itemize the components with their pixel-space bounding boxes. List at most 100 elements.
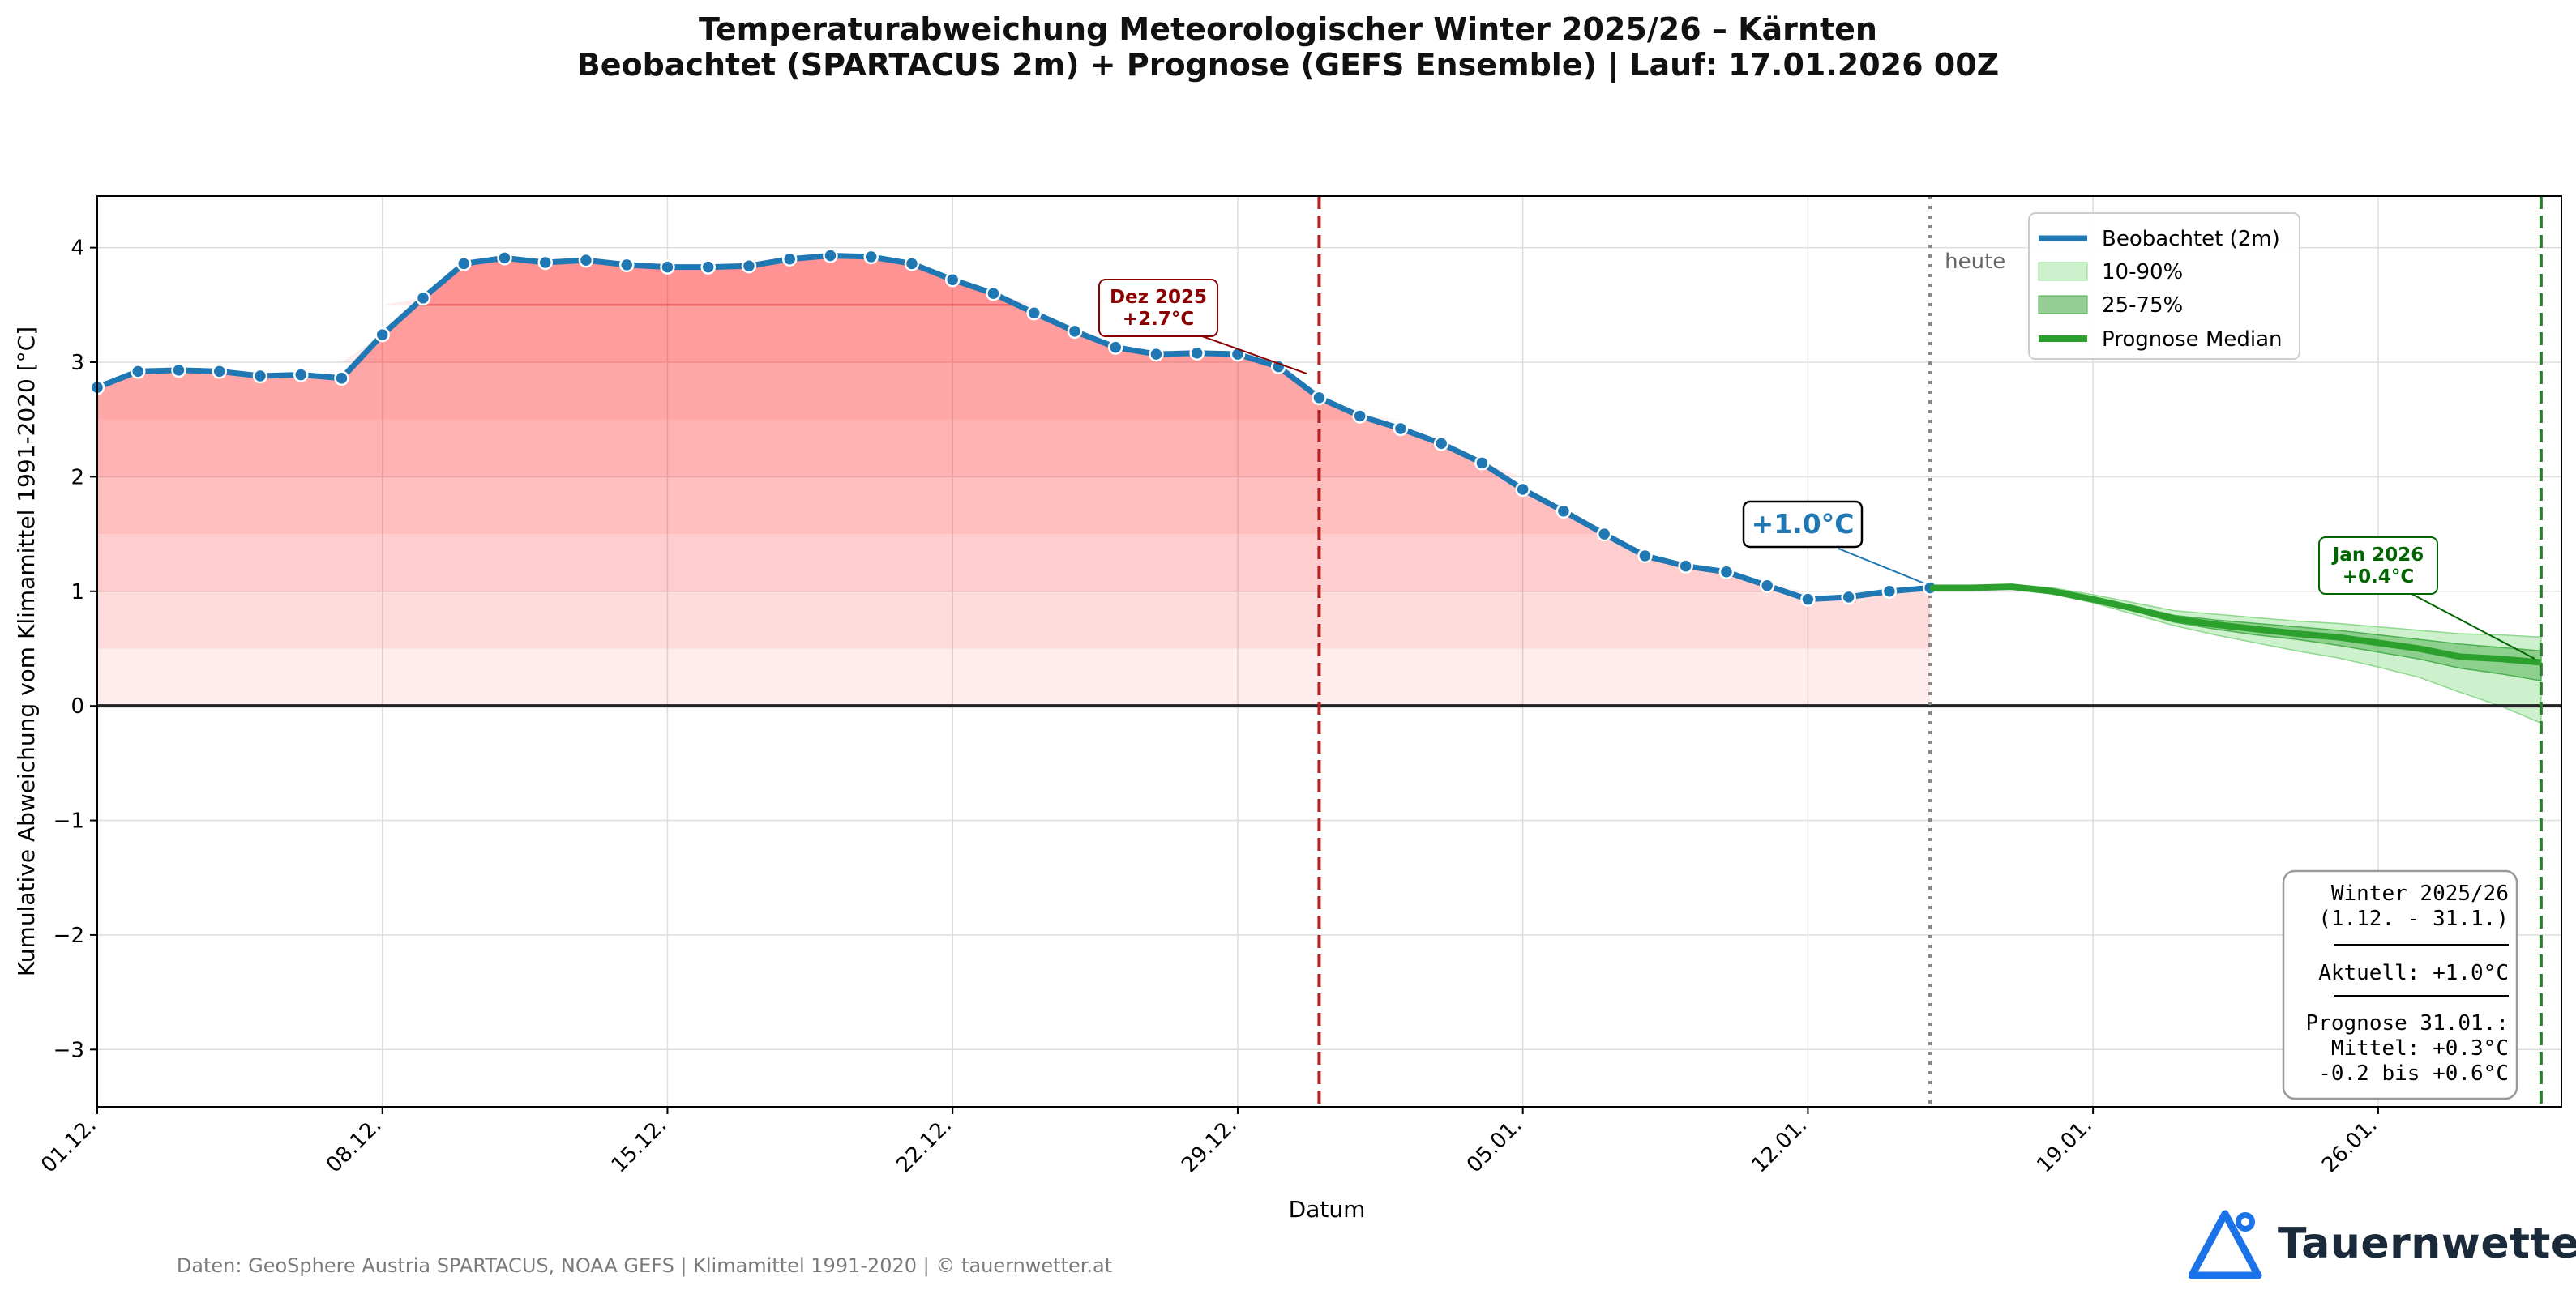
summary-line: Mittel: +0.3°C [2331, 1036, 2509, 1061]
warm-fill-group [97, 255, 1931, 707]
observed-data-point [1881, 583, 1898, 600]
observed-data-point [1759, 578, 1775, 593]
observed-data-point [1149, 346, 1164, 362]
x-tick-label: 19.01. [2032, 1113, 2097, 1178]
observed-data-point [1474, 455, 1490, 471]
jan-annotation-value: +0.4°C [2343, 566, 2414, 587]
observed-data-point [1352, 408, 1367, 424]
jan-annotation-arrow [2398, 587, 2535, 660]
observed-data-point [741, 258, 757, 274]
observed-data-point [212, 364, 227, 379]
observed-data-point [700, 259, 716, 275]
y-tick-label: −3 [53, 1038, 84, 1062]
warm-fill-layer [97, 255, 1931, 363]
legend-entry: Prognose Median [2102, 327, 2283, 352]
y-tick-label: 1 [71, 580, 84, 604]
warm-fill-layer [97, 255, 1931, 305]
observed-data-point [1312, 390, 1327, 406]
x-tick-label: 15.12. [607, 1113, 672, 1178]
x-tick-label: 08.12. [322, 1113, 387, 1178]
legend-entry: 25-75% [2102, 293, 2183, 318]
forecast-median-line [1930, 583, 2542, 666]
summary-line: Prognose 31.01.: [2306, 1011, 2509, 1036]
x-tick-label: 01.12. [36, 1113, 101, 1178]
observed-data-point [252, 368, 268, 384]
y-tick-label: 3 [71, 351, 84, 375]
summary-line: (1.12. - 31.1.) [2318, 907, 2509, 931]
x-tick-label: 29.12. [1177, 1113, 1242, 1178]
observed-data-point [863, 249, 879, 265]
y-axis-label: Kumulative Abweichung vom Klimamittel 19… [13, 327, 40, 976]
observed-data-point [660, 259, 675, 275]
warm-fill-layer [97, 255, 1931, 649]
observed-data-point [618, 257, 635, 273]
x-tick-label: 12.01. [1748, 1113, 1812, 1178]
observed-data-point [904, 256, 920, 271]
observed-data-point [293, 367, 309, 382]
observed-data-point [1718, 564, 1735, 579]
y-tick-label: −1 [53, 809, 84, 834]
summary-line: Winter 2025/26 [2331, 882, 2509, 906]
observed-data-point [1841, 589, 1856, 605]
warm-fill-layer [97, 255, 1931, 707]
observed-data-point [1026, 305, 1042, 321]
observed-data-point [1637, 548, 1653, 564]
data-source-footer: Daten: GeoSphere Austria SPARTACUS, NOAA… [176, 1254, 1113, 1277]
observed-data-point [1596, 526, 1612, 542]
observed-data-point [944, 271, 961, 288]
current-annotation-value: +1.0°C [1752, 508, 1855, 540]
tauernwetter-logo: Tauernwetter [2189, 1207, 2576, 1280]
observed-data-point [578, 252, 594, 268]
y-tick-label: −2 [53, 924, 84, 948]
observed-data-point [1515, 481, 1530, 498]
observed-data-point [1433, 436, 1449, 451]
observed-data-point [374, 327, 390, 343]
observed-data-point [497, 250, 512, 266]
observed-data-point [537, 254, 553, 271]
jan-annotation-box [2318, 536, 2438, 595]
current-annotation-arrow [1838, 548, 1924, 584]
x-tick-label: 05.01. [1462, 1113, 1527, 1178]
warm-fill-layer [97, 255, 1931, 535]
warm-fill-layer [97, 255, 1931, 477]
chart-title-line1: Temperaturabweichung Meteorologischer Wi… [699, 11, 1877, 47]
legend-entry: Beobachtet (2m) [2102, 227, 2280, 251]
observed-data-point [334, 370, 349, 386]
plot-frame [96, 195, 2562, 1108]
observed-data-point [130, 364, 146, 379]
dec-annotation-box [1098, 279, 1218, 337]
x-tick-label: 22.12. [892, 1113, 956, 1178]
jan-annotation-label: Jan 2026 [2331, 545, 2424, 566]
x-tick-label: 26.01. [2317, 1113, 2382, 1178]
dec-annotation-value: +2.7°C [1123, 309, 1194, 330]
legend-swatch-band-25-75 [2038, 295, 2088, 314]
summary-line: -0.2 bis +0.6°C [2318, 1061, 2509, 1086]
observed-data-point [1800, 591, 1816, 607]
legend-entry: 10-90% [2102, 260, 2183, 284]
warm-fill-layer [97, 255, 1931, 591]
observed-data-point [1678, 558, 1693, 574]
y-tick-label: 0 [71, 694, 84, 719]
observed-data-point [1189, 345, 1205, 361]
warm-fill-layer [97, 255, 1931, 420]
observed-data-point [823, 248, 838, 263]
y-tick-label: 4 [71, 237, 84, 261]
summary-line: Aktuell: +1.0°C [2318, 961, 2509, 985]
logo-text: Tauernwetter [2278, 1219, 2576, 1268]
mountain-logo-icon [2189, 1210, 2262, 1279]
observed-data-point [1555, 503, 1572, 519]
observed-data-point [171, 362, 186, 378]
observed-data-point [1067, 323, 1083, 340]
x-axis-label: Datum [1289, 1196, 1366, 1223]
observed-data-point [1270, 359, 1286, 374]
observed-series-line [96, 253, 1931, 603]
observed-data-point [986, 285, 1001, 301]
observed-data-point [456, 256, 472, 271]
observed-data-point [1107, 340, 1123, 355]
observed-data-point [415, 290, 431, 306]
observed-data-point [1393, 421, 1409, 437]
chart-title-line2: Beobachtet (SPARTACUS 2m) + Prognose (GE… [576, 47, 2000, 83]
observed-data-point [781, 251, 798, 267]
dec-annotation-label: Dez 2025 [1110, 287, 1207, 308]
